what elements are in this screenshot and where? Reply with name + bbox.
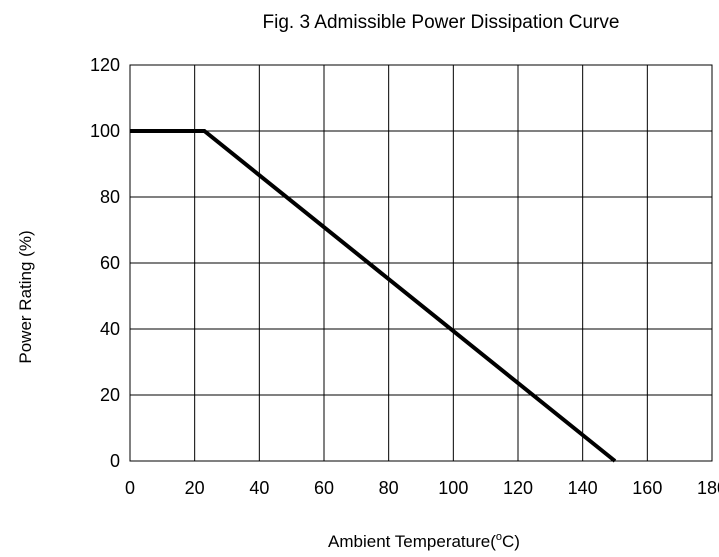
y-tick-label: 60 — [100, 253, 120, 273]
x-axis-label-suffix: C) — [502, 532, 520, 551]
y-tick-label: 40 — [100, 319, 120, 339]
x-tick-labels: 0 20 40 60 80 100 120 140 160 180 — [125, 478, 719, 498]
y-tick-label: 0 — [110, 451, 120, 471]
y-tick-labels: 0 20 40 60 80 100 120 — [90, 55, 120, 471]
x-tick-label: 140 — [568, 478, 598, 498]
x-tick-label: 100 — [438, 478, 468, 498]
grid — [129, 64, 713, 462]
y-tick-label: 120 — [90, 55, 120, 75]
y-tick-label: 20 — [100, 385, 120, 405]
x-tick-label: 80 — [379, 478, 399, 498]
x-axis-label-prefix: Ambient Temperature( — [328, 532, 496, 551]
x-tick-label: 60 — [314, 478, 334, 498]
x-tick-label: 160 — [632, 478, 662, 498]
x-tick-label: 20 — [185, 478, 205, 498]
y-tick-label: 80 — [100, 187, 120, 207]
y-axis-label: Power Rating (%) — [16, 230, 35, 363]
series — [130, 129, 617, 463]
derating-curve — [130, 129, 617, 463]
chart-title: Fig. 3 Admissible Power Dissipation Curv… — [263, 12, 620, 33]
y-tick-label: 100 — [90, 121, 120, 141]
x-tick-label: 40 — [249, 478, 269, 498]
plot-frame — [129, 64, 713, 462]
x-axis-label-degree: o — [496, 531, 502, 543]
x-tick-label: 180 — [697, 478, 719, 498]
x-tick-label: 120 — [503, 478, 533, 498]
x-tick-label: 0 — [125, 478, 135, 498]
x-axis-label: Ambient Temperature(oC) — [328, 531, 520, 551]
